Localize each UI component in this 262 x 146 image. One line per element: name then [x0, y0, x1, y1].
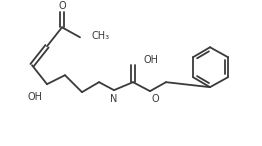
Text: N: N — [110, 94, 118, 104]
Text: O: O — [58, 1, 66, 11]
Text: OH: OH — [143, 55, 158, 65]
Text: OH: OH — [28, 92, 42, 102]
Text: CH₃: CH₃ — [92, 31, 110, 41]
Text: O: O — [151, 94, 159, 104]
